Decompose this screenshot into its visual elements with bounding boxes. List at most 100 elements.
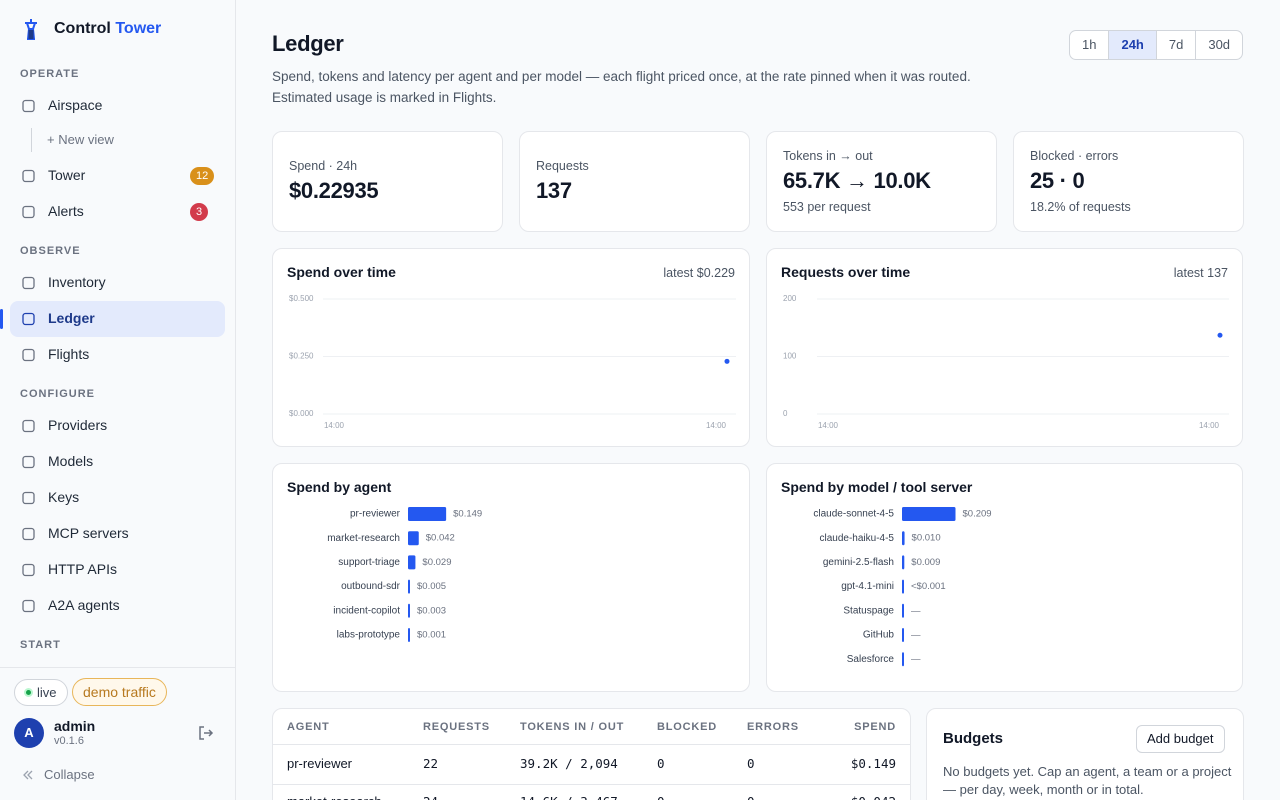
budgets-title: Budgets xyxy=(943,730,1003,747)
collapse[interactable]: Collapse xyxy=(44,767,95,782)
point xyxy=(1217,332,1223,338)
nav-item[interactable]: MCP servers xyxy=(48,525,129,541)
bar-label: claude-sonnet-4-5 xyxy=(813,509,894,520)
value-label: <$0.001 xyxy=(911,581,946,592)
budgets-card: Budgets Add budget No budgets yet. Cap a… xyxy=(926,708,1244,800)
cell: 22 xyxy=(423,756,439,771)
value-label: $0.010 xyxy=(912,533,941,544)
nav-item[interactable]: Airspace xyxy=(48,97,103,113)
icon-shape xyxy=(22,276,35,290)
nav-icon xyxy=(22,169,35,183)
stat-label: Tokens in → out xyxy=(783,149,873,163)
bar xyxy=(408,603,410,618)
cell: 0 xyxy=(747,756,755,771)
nav-item[interactable]: Alerts xyxy=(48,203,84,219)
add-budget-button[interactable]: Add budget xyxy=(1136,725,1225,753)
nav-icon xyxy=(22,599,35,613)
brand-icon xyxy=(25,19,37,40)
status: live xyxy=(37,685,57,700)
bar xyxy=(902,555,905,570)
nav-icon xyxy=(22,527,35,541)
range-button[interactable]: 24h xyxy=(1108,31,1156,59)
collapse-icon[interactable] xyxy=(22,769,34,781)
stat-value: 25 · 0 xyxy=(1030,168,1085,193)
nav-icon xyxy=(22,205,35,219)
chart: pr-reviewer $0.149 market-research $0.042 su… xyxy=(327,507,482,642)
bar-label: gemini-2.5-flash xyxy=(823,557,894,568)
nav-item[interactable]: Flights xyxy=(48,346,90,362)
stat-value: 137 xyxy=(536,178,572,203)
agent-table: AGENT REQUESTS TOKENS IN / OUT BLOCKED ERROR… xyxy=(272,708,911,800)
value-label: $0.009 xyxy=(911,557,940,568)
cell: $0.149 xyxy=(850,756,896,771)
value-label: — xyxy=(911,654,921,665)
chart: $0.000 $0.250 $0.500 14:00 14:00 xyxy=(289,294,736,430)
y-tick-label: 0 xyxy=(783,409,788,418)
description: Spend, tokens and latency per agent and … xyxy=(272,69,971,105)
chart-title: Requests over time xyxy=(781,264,911,280)
x-tick-label: 14:00 xyxy=(818,421,839,430)
nav-item[interactable]: HTTP APIs xyxy=(48,561,117,577)
y-tick-label: $0.000 xyxy=(289,409,314,418)
stat-label: Spend · 24h xyxy=(289,159,358,173)
nav-item[interactable]: Models xyxy=(48,453,94,469)
icon-shape xyxy=(22,599,35,613)
chart-card: Spend by model / tool server claude-sonne… xyxy=(766,463,1243,692)
status-pill: live xyxy=(14,679,68,706)
icon-shape xyxy=(22,527,35,541)
bar-label: labs-prototype xyxy=(337,630,401,641)
value-label: — xyxy=(911,605,921,616)
nav-item[interactable]: Tower xyxy=(48,167,86,183)
range-button[interactable]: 7d xyxy=(1155,31,1195,59)
y-tick-label: $0.500 xyxy=(289,294,314,303)
logout-icon[interactable] xyxy=(197,725,215,741)
nav-item[interactable]: Keys xyxy=(48,489,80,505)
range-button[interactable]: 1h xyxy=(1082,37,1097,52)
nav-item[interactable]: Providers xyxy=(48,417,108,433)
bar xyxy=(902,628,904,642)
nav-item[interactable]: Ledger xyxy=(48,310,95,326)
main: Ledger Spend, tokens and latency per age… xyxy=(236,0,1280,800)
stat-label: Requests xyxy=(536,159,589,173)
nav-subitem[interactable]: + New view xyxy=(47,132,114,147)
bar xyxy=(902,507,956,521)
column-header: ERRORS xyxy=(747,721,799,733)
value-label: $0.042 xyxy=(426,533,455,544)
nav-badge: 3 xyxy=(190,203,209,221)
stat-card: Blocked · errors 25 · 0 18.2% of requests xyxy=(1013,131,1244,232)
column-header: AGENT xyxy=(287,721,330,733)
y-tick-label: $0.250 xyxy=(289,352,314,361)
nav-item[interactable]: A2A agents xyxy=(48,597,120,613)
demo-pill[interactable]: demo traffic xyxy=(72,678,167,706)
avatar: A xyxy=(14,718,44,748)
chart-title: Spend by agent xyxy=(287,479,392,495)
chart-subtitle: latest $0.229 xyxy=(663,266,735,280)
nav-active-bar xyxy=(0,309,3,329)
icon-shape xyxy=(22,491,35,505)
nav-item[interactable]: Inventory xyxy=(48,274,106,290)
bar xyxy=(408,507,447,521)
nav-icon xyxy=(22,491,35,505)
cell: market-research xyxy=(287,794,382,800)
nav-icon xyxy=(22,563,35,577)
value-label: — xyxy=(911,630,921,641)
bar-label: incident-copilot xyxy=(333,605,400,616)
value-label: $0.003 xyxy=(417,605,446,616)
icon-shape xyxy=(22,455,35,469)
stat-card: Spend · 24h $0.22935 xyxy=(272,131,503,232)
nav-icon xyxy=(22,99,35,113)
bar xyxy=(902,531,905,546)
x-tick-label: 14:00 xyxy=(324,421,345,430)
bar-label: support-triage xyxy=(338,557,400,568)
icon-shape xyxy=(22,348,35,362)
table-header-bg xyxy=(273,709,910,745)
chart: 0 100 200 14:00 14:00 xyxy=(783,294,1229,430)
section-label: OBSERVE xyxy=(20,245,81,257)
stat-label: Blocked · errors xyxy=(1030,149,1119,163)
version: v0.1.6 xyxy=(54,735,84,747)
brand: Control Tower xyxy=(54,20,161,38)
bar xyxy=(408,628,410,642)
bar xyxy=(902,579,904,594)
range-button[interactable]: 30d xyxy=(1195,31,1242,59)
stat-sub: 553 per request xyxy=(783,200,871,214)
